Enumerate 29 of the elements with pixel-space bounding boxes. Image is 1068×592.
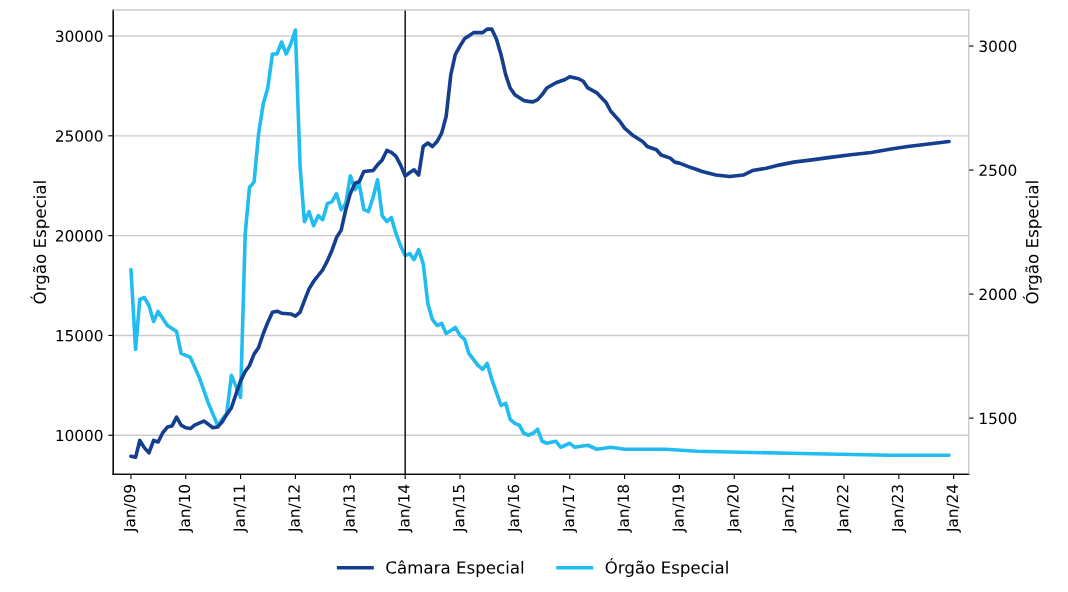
x-tick-label: Jan/17 (562, 485, 578, 533)
x-tick-label: Jan/11 (233, 485, 248, 533)
y2-tick-label: 3000 (979, 40, 1017, 53)
y-tick-label: 30000 (56, 30, 103, 43)
x-tick-label: Jan/24 (946, 484, 961, 533)
legend-label: Câmara Especial (386, 560, 524, 577)
y-tick-label: 15000 (56, 329, 103, 342)
x-tick-label: Jan/09 (123, 484, 139, 533)
x-tick-label: Jan/16 (507, 484, 523, 533)
y2-axis-title: Órgão Especial (1022, 181, 1042, 304)
x-tick-label: Jan/14 (398, 484, 413, 533)
x-tick-label: Jan/20 (727, 484, 742, 533)
legend-label: Órgão Especial (605, 558, 728, 577)
x-tick-label: Jan/13 (343, 485, 358, 533)
y2-tick-label: 2500 (979, 164, 1017, 177)
x-tick-label: Jan/10 (178, 484, 194, 533)
y-tick-label: 20000 (56, 230, 103, 242)
y-tick-label: 10000 (56, 429, 103, 442)
y-tick-label: 25000 (56, 130, 103, 142)
x-tick-label: Jan/21 (782, 485, 797, 533)
x-tick-label: Jan/23 (891, 485, 907, 533)
y2-tick-label: 2000 (979, 288, 1017, 301)
x-tick-label: Jan/12 (288, 485, 303, 533)
x-tick-label: Jan/15 (453, 485, 468, 533)
x-tick-label: Jan/18 (617, 484, 632, 533)
y-axis-title: Órgão Especial (30, 181, 50, 304)
x-tick-label: Jan/22 (836, 485, 852, 533)
x-tick-label: Jan/19 (672, 484, 687, 533)
y2-tick-label: 1500 (980, 412, 1017, 425)
